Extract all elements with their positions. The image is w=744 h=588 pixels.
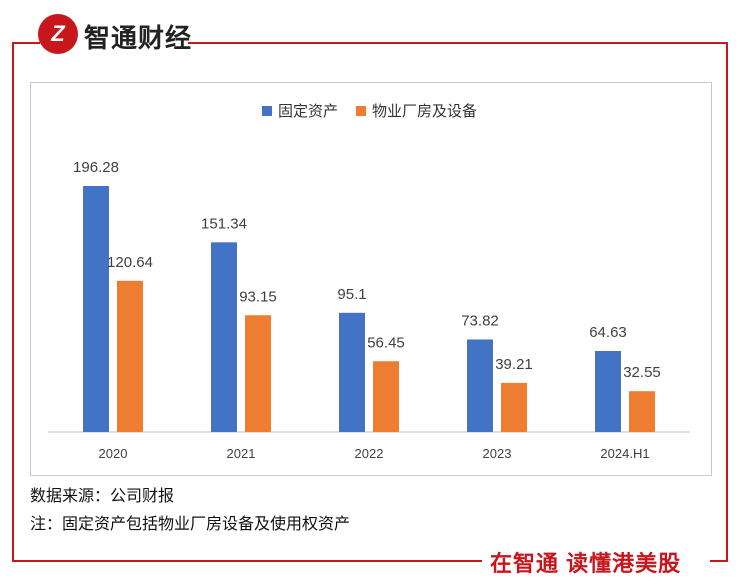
legend-swatch <box>356 105 367 116</box>
data-source: 数据来源：公司财报 <box>30 488 175 505</box>
brand-logo: Z <box>38 14 78 54</box>
frame-line <box>12 560 482 562</box>
legend-label: 物业厂房及设备 <box>372 103 478 120</box>
legend-label: 固定资产 <box>278 103 339 120</box>
x-tick-label: 2023 <box>483 446 512 461</box>
slogan: 在智通 读懂港美股 <box>490 551 682 576</box>
bar-ppe-2021 <box>245 315 271 432</box>
data-label: 56.45 <box>367 334 405 351</box>
footnote: 注：固定资产包括物业厂房设备及使用权资产 <box>30 516 351 533</box>
data-label: 151.34 <box>201 215 247 232</box>
data-label: 32.55 <box>623 364 661 381</box>
legend-item-series1: 固定资产 <box>262 100 338 121</box>
data-label: 64.63 <box>589 324 627 341</box>
bar-fixed-assets-2023 <box>467 339 493 432</box>
x-tick-label: 2020 <box>99 446 128 461</box>
bar-ppe-2023 <box>501 382 527 432</box>
bar-ppe-2020 <box>117 280 143 432</box>
brand-name: 智通财经 <box>84 23 193 53</box>
data-label: 73.82 <box>461 312 499 329</box>
data-label: 120.64 <box>107 254 153 271</box>
frame-line <box>726 42 728 562</box>
bar-fixed-assets-2022 <box>339 312 365 432</box>
data-label: 39.21 <box>495 356 533 373</box>
data-label: 196.28 <box>73 159 119 176</box>
x-tick-label: 2021 <box>227 446 256 461</box>
bar-fixed-assets-2024.H1 <box>595 350 621 432</box>
bar-fixed-assets-2020 <box>83 186 109 432</box>
legend-item-series2: 物业厂房及设备 <box>356 100 477 121</box>
chart-legend: 固定资产 物业厂房及设备 <box>262 100 477 121</box>
data-label: 95.1 <box>337 286 366 303</box>
bar-fixed-assets-2021 <box>211 242 237 432</box>
frame-line <box>12 42 14 562</box>
frame-line <box>710 560 728 562</box>
frame-line <box>188 42 728 44</box>
x-tick-label: 2024.H1 <box>600 446 649 461</box>
legend-swatch <box>262 105 272 116</box>
data-label: 93.15 <box>239 288 277 305</box>
x-tick-label: 2022 <box>355 446 384 461</box>
frame-line <box>12 42 40 44</box>
bar-ppe-2024.H1 <box>629 391 655 432</box>
bar-ppe-2022 <box>373 361 399 432</box>
